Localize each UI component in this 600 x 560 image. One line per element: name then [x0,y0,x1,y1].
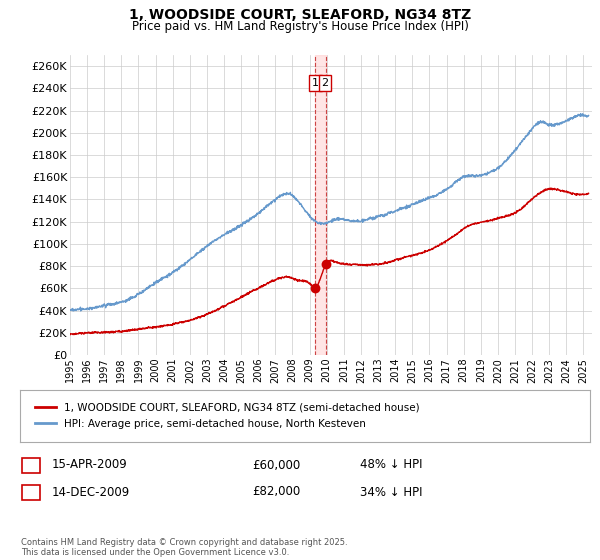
Text: 34% ↓ HPI: 34% ↓ HPI [360,486,422,498]
Point [321,259,331,268]
Legend: 1, WOODSIDE COURT, SLEAFORD, NG34 8TZ (semi-detached house), HPI: Average price,: 1, WOODSIDE COURT, SLEAFORD, NG34 8TZ (s… [31,399,424,433]
Text: 1: 1 [27,459,35,472]
Text: £82,000: £82,000 [252,486,300,498]
Bar [314,55,326,355]
Text: 1, WOODSIDE COURT, SLEAFORD, NG34 8TZ: 1, WOODSIDE COURT, SLEAFORD, NG34 8TZ [129,8,471,22]
Text: 15-APR-2009: 15-APR-2009 [52,459,128,472]
Text: Price paid vs. HM Land Registry's House Price Index (HPI): Price paid vs. HM Land Registry's House … [131,20,469,32]
Text: £60,000: £60,000 [252,459,300,472]
Point [310,284,319,293]
Text: 1: 1 [312,78,319,88]
Text: 2: 2 [27,486,35,498]
Text: 48% ↓ HPI: 48% ↓ HPI [360,459,422,472]
Text: Contains HM Land Registry data © Crown copyright and database right 2025.
This d: Contains HM Land Registry data © Crown c… [21,538,347,557]
Text: 2: 2 [322,78,329,88]
Text: 14-DEC-2009: 14-DEC-2009 [52,486,130,498]
